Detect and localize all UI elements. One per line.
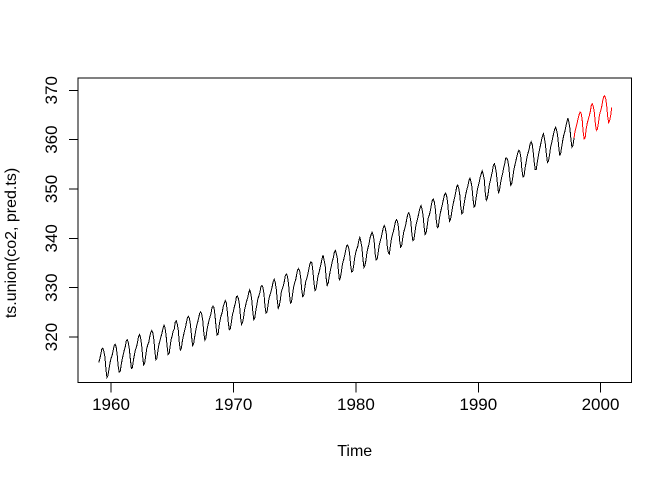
svg-text:1980: 1980 (337, 395, 375, 414)
svg-text:350: 350 (42, 175, 61, 203)
svg-text:2000: 2000 (582, 395, 620, 414)
svg-text:320: 320 (42, 323, 61, 351)
svg-text:370: 370 (42, 76, 61, 104)
svg-text:ts.union(co2, pred.ts): ts.union(co2, pred.ts) (3, 168, 20, 318)
svg-text:1970: 1970 (214, 395, 252, 414)
svg-text:360: 360 (42, 125, 61, 153)
svg-text:340: 340 (42, 224, 61, 252)
svg-text:Time: Time (337, 443, 372, 460)
svg-text:330: 330 (42, 273, 61, 301)
svg-text:1990: 1990 (459, 395, 497, 414)
svg-text:1960: 1960 (92, 395, 130, 414)
